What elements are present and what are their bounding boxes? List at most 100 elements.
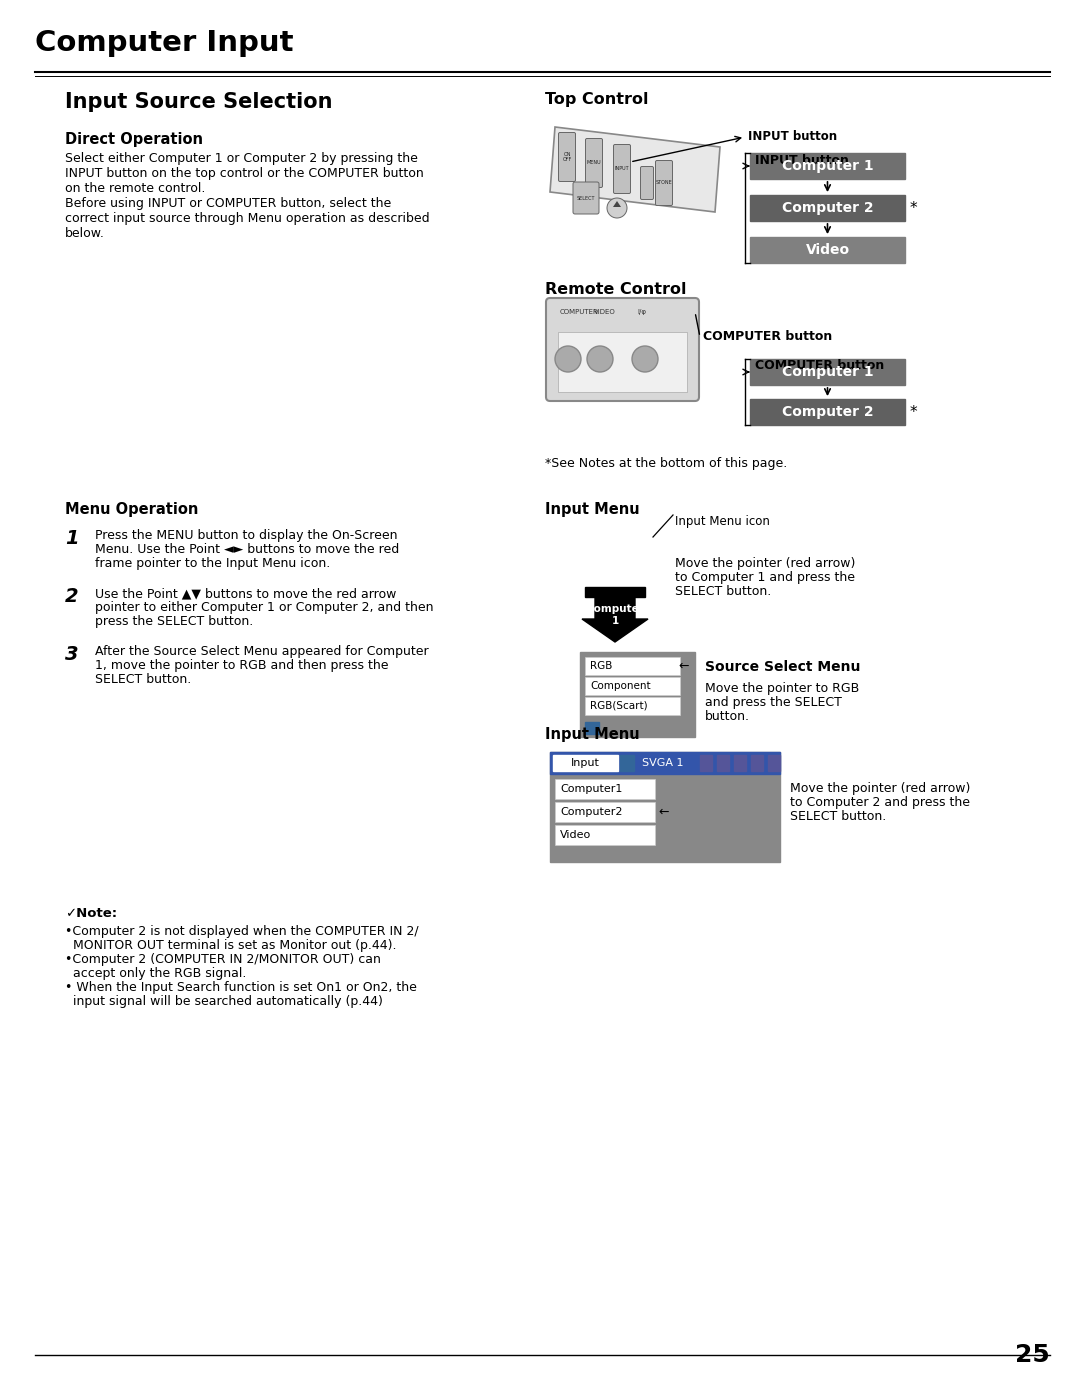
- Text: Input Menu: Input Menu: [545, 726, 639, 742]
- Circle shape: [588, 346, 613, 372]
- FancyBboxPatch shape: [580, 652, 696, 738]
- Text: Input Menu icon: Input Menu icon: [675, 515, 770, 528]
- FancyBboxPatch shape: [585, 587, 645, 597]
- Polygon shape: [582, 597, 648, 643]
- Text: • When the Input Search function is set On1 or On2, the: • When the Input Search function is set …: [65, 981, 417, 995]
- Text: Input Menu: Input Menu: [545, 502, 639, 517]
- Text: INPUT button on the top control or the COMPUTER button: INPUT button on the top control or the C…: [65, 168, 423, 180]
- Text: 25: 25: [1015, 1343, 1050, 1368]
- FancyBboxPatch shape: [750, 400, 905, 425]
- Text: SELECT button.: SELECT button.: [789, 810, 887, 823]
- Text: •Computer 2 (COMPUTER IN 2/MONITOR OUT) can: •Computer 2 (COMPUTER IN 2/MONITOR OUT) …: [65, 953, 381, 965]
- Text: SELECT button.: SELECT button.: [675, 585, 771, 598]
- Text: Computer Input: Computer Input: [35, 29, 294, 57]
- Text: Computer 2: Computer 2: [782, 405, 874, 419]
- Text: SELECT: SELECT: [577, 196, 595, 201]
- Text: MENU: MENU: [586, 161, 602, 165]
- Text: *See Notes at the bottom of this page.: *See Notes at the bottom of this page.: [545, 457, 787, 469]
- Text: 1: 1: [65, 529, 79, 548]
- Text: COMPUTER: COMPUTER: [561, 309, 598, 314]
- Text: Move the pointer (red arrow): Move the pointer (red arrow): [675, 557, 855, 570]
- Text: *: *: [910, 201, 918, 215]
- Text: *: *: [910, 405, 918, 419]
- FancyBboxPatch shape: [640, 166, 653, 200]
- FancyBboxPatch shape: [555, 802, 654, 821]
- Text: Input: Input: [570, 759, 599, 768]
- FancyBboxPatch shape: [585, 657, 680, 675]
- Text: Move the pointer to RGB: Move the pointer to RGB: [705, 682, 860, 694]
- Circle shape: [607, 198, 627, 218]
- FancyBboxPatch shape: [550, 752, 780, 774]
- Text: Computer
1: Computer 1: [586, 604, 644, 626]
- Text: RGB(Scart): RGB(Scart): [590, 701, 648, 711]
- Text: 2: 2: [65, 587, 79, 606]
- FancyBboxPatch shape: [750, 196, 905, 221]
- Text: I/φ: I/φ: [637, 309, 646, 314]
- FancyBboxPatch shape: [620, 754, 634, 771]
- Text: 3: 3: [65, 645, 79, 664]
- Text: SELECT button.: SELECT button.: [95, 673, 191, 686]
- FancyBboxPatch shape: [768, 754, 780, 771]
- Text: input signal will be searched automatically (p.44): input signal will be searched automatica…: [65, 995, 383, 1009]
- Text: ←: ←: [658, 806, 669, 819]
- FancyBboxPatch shape: [585, 678, 680, 694]
- FancyBboxPatch shape: [553, 754, 618, 771]
- Text: frame pointer to the Input Menu icon.: frame pointer to the Input Menu icon.: [95, 557, 330, 570]
- Text: STONE: STONE: [656, 180, 673, 186]
- Text: RGB: RGB: [590, 661, 612, 671]
- Polygon shape: [550, 127, 720, 212]
- Text: Video: Video: [561, 830, 591, 840]
- Text: Menu. Use the Point ◄► buttons to move the red: Menu. Use the Point ◄► buttons to move t…: [95, 543, 400, 556]
- Text: Component: Component: [590, 680, 650, 692]
- FancyBboxPatch shape: [613, 144, 631, 194]
- Text: ✓Note:: ✓Note:: [65, 907, 117, 921]
- Circle shape: [632, 346, 658, 372]
- FancyBboxPatch shape: [751, 754, 762, 771]
- Text: Top Control: Top Control: [545, 92, 648, 108]
- Text: Select either Computer 1 or Computer 2 by pressing the: Select either Computer 1 or Computer 2 b…: [65, 152, 418, 165]
- Polygon shape: [613, 201, 621, 207]
- Text: below.: below.: [65, 226, 105, 240]
- Text: Computer1: Computer1: [561, 784, 622, 793]
- FancyBboxPatch shape: [546, 298, 699, 401]
- Text: Computer 1: Computer 1: [782, 159, 874, 173]
- FancyBboxPatch shape: [585, 722, 599, 733]
- Text: COMPUTER button: COMPUTER button: [755, 359, 885, 372]
- FancyBboxPatch shape: [573, 182, 599, 214]
- Text: on the remote control.: on the remote control.: [65, 182, 205, 196]
- FancyBboxPatch shape: [750, 237, 905, 263]
- Text: INPUT: INPUT: [615, 166, 630, 172]
- Text: Input Source Selection: Input Source Selection: [65, 92, 333, 112]
- Text: After the Source Select Menu appeared for Computer: After the Source Select Menu appeared fo…: [95, 645, 429, 658]
- FancyBboxPatch shape: [717, 754, 729, 771]
- FancyBboxPatch shape: [555, 780, 654, 799]
- Text: Computer2: Computer2: [561, 807, 622, 817]
- Circle shape: [555, 346, 581, 372]
- Text: INPUT button: INPUT button: [755, 154, 849, 168]
- Text: VIDEO: VIDEO: [594, 309, 616, 314]
- Text: Before using INPUT or COMPUTER button, select the: Before using INPUT or COMPUTER button, s…: [65, 197, 391, 210]
- Text: ON
OFF: ON OFF: [563, 152, 571, 162]
- Text: 1, move the pointer to RGB and then press the: 1, move the pointer to RGB and then pres…: [95, 659, 389, 672]
- Text: Direct Operation: Direct Operation: [65, 131, 203, 147]
- FancyBboxPatch shape: [750, 359, 905, 386]
- FancyBboxPatch shape: [555, 826, 654, 845]
- Text: Source Select Menu: Source Select Menu: [705, 659, 861, 673]
- Text: Move the pointer (red arrow): Move the pointer (red arrow): [789, 782, 970, 795]
- Text: to Computer 2 and press the: to Computer 2 and press the: [789, 796, 970, 809]
- Text: Remote Control: Remote Control: [545, 282, 687, 298]
- Text: Video: Video: [806, 243, 850, 257]
- Text: to Computer 1 and press the: to Computer 1 and press the: [675, 571, 855, 584]
- Text: COMPUTER button: COMPUTER button: [703, 331, 833, 344]
- FancyBboxPatch shape: [700, 754, 712, 771]
- Text: Computer 2: Computer 2: [782, 201, 874, 215]
- FancyBboxPatch shape: [734, 754, 746, 771]
- FancyBboxPatch shape: [558, 133, 576, 182]
- FancyBboxPatch shape: [558, 332, 687, 393]
- Text: Press the MENU button to display the On-Screen: Press the MENU button to display the On-…: [95, 529, 397, 542]
- Text: button.: button.: [705, 710, 750, 724]
- Text: correct input source through Menu operation as described: correct input source through Menu operat…: [65, 212, 430, 225]
- Text: and press the SELECT: and press the SELECT: [705, 696, 842, 710]
- Text: pointer to either Computer 1 or Computer 2, and then: pointer to either Computer 1 or Computer…: [95, 601, 433, 615]
- FancyBboxPatch shape: [656, 161, 673, 205]
